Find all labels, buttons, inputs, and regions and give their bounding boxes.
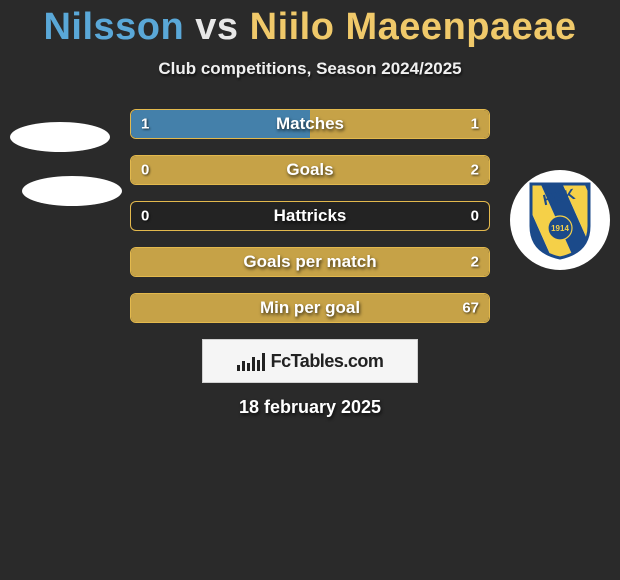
player1-club-crest-shadow	[22, 176, 122, 206]
stat-row-goals: Goals 0 2	[130, 155, 490, 185]
comparison-title: Nilsson vs Niilo Maeenpaeae	[0, 6, 620, 49]
vs-text: vs	[195, 6, 238, 48]
player1-name: Nilsson	[43, 6, 184, 48]
stat-label: Hattricks	[274, 206, 347, 226]
stat-value-left: 1	[141, 116, 149, 133]
stat-value-left: 0	[141, 162, 149, 179]
stat-value-right: 67	[462, 300, 479, 317]
crest-year: 1914	[551, 224, 569, 233]
stat-row-matches: Matches 1 1	[130, 109, 490, 139]
stat-label: Matches	[276, 114, 344, 134]
stat-value-right: 2	[471, 162, 479, 179]
stat-row-hattricks: Hattricks 0 0	[130, 201, 490, 231]
stat-value-left: 0	[141, 208, 149, 225]
logo-text: FcTables.com	[271, 351, 384, 372]
comparison-bars: Matches 1 1 Goals 0 2 Hattricks 0 0 Goals per mat…	[130, 109, 490, 323]
halmstads-bk-shield-icon: 1914 HBK	[527, 180, 593, 260]
stat-row-min-per-goal: Min per goal 67	[130, 293, 490, 323]
stat-row-goals-per-match: Goals per match 2	[130, 247, 490, 277]
snapshot-date: 18 february 2025	[0, 397, 620, 418]
stat-label: Goals per match	[243, 252, 376, 272]
player2-name: Niilo Maeenpaeae	[250, 6, 577, 48]
player1-club-crest	[10, 122, 110, 152]
stat-value-right: 1	[471, 116, 479, 133]
player2-club-crest: 1914 HBK	[510, 170, 610, 270]
stat-label: Min per goal	[260, 298, 360, 318]
stat-value-right: 0	[471, 208, 479, 225]
logo-bars-icon	[237, 351, 265, 371]
fctables-logo: FcTables.com	[202, 339, 418, 383]
stat-value-right: 2	[471, 254, 479, 271]
stat-label: Goals	[286, 160, 333, 180]
season-subtitle: Club competitions, Season 2024/2025	[0, 59, 620, 79]
